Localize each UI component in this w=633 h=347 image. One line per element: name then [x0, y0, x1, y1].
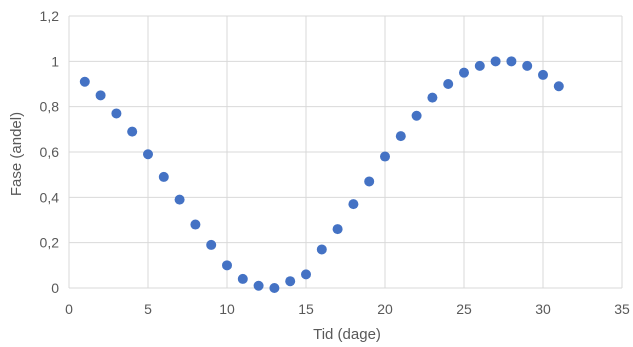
y-tick-label: 0,4 [40, 189, 60, 205]
y-tick-label: 0,6 [40, 144, 60, 160]
data-point [237, 273, 248, 284]
data-points [79, 56, 564, 293]
data-point [553, 81, 564, 92]
data-point [79, 76, 90, 87]
y-tick-label: 1 [51, 53, 59, 69]
y-axis-title: Fase (andel) [8, 112, 25, 196]
data-point [443, 79, 454, 89]
data-point [143, 149, 153, 160]
data-point [222, 260, 232, 271]
data-point [474, 60, 485, 71]
y-tick-label: 0 [51, 280, 59, 296]
y-axis-ticks: 0 0,2 0,4 0,6 0,8 1 1,2 [40, 8, 60, 296]
x-tick-label: 30 [535, 301, 551, 317]
data-point [459, 67, 469, 78]
y-tick-label: 0,2 [40, 235, 60, 251]
x-axis-title: Tid (dage) [313, 326, 381, 343]
x-axis-ticks: 0 5 10 15 20 25 30 35 [65, 301, 630, 317]
data-point [285, 276, 296, 287]
data-point [127, 126, 138, 137]
data-point [332, 224, 343, 235]
data-point [158, 171, 169, 182]
data-point [395, 131, 406, 142]
y-tick-label: 1,2 [40, 8, 60, 24]
x-tick-label: 35 [614, 301, 630, 317]
data-point [174, 194, 185, 205]
x-tick-label: 0 [65, 301, 73, 317]
data-point [269, 283, 280, 293]
data-point [301, 269, 311, 280]
x-tick-label: 5 [144, 301, 152, 317]
data-point [316, 244, 327, 255]
data-point [111, 108, 122, 119]
data-point [380, 151, 390, 162]
x-tick-label: 20 [377, 301, 393, 317]
data-point [538, 69, 548, 80]
data-point [253, 280, 264, 291]
data-point [95, 90, 106, 101]
data-point [364, 176, 375, 187]
x-tick-label: 15 [298, 301, 314, 317]
data-point [506, 56, 517, 67]
x-tick-label: 25 [456, 301, 472, 317]
x-tick-label: 10 [219, 301, 235, 317]
grid-lines [68, 15, 623, 289]
data-point [427, 92, 438, 103]
data-point [411, 110, 422, 121]
data-point [190, 219, 201, 230]
data-point [490, 56, 501, 67]
y-tick-label: 0,8 [40, 99, 60, 115]
data-point [206, 239, 217, 250]
data-point [348, 199, 359, 210]
data-point [522, 60, 533, 71]
